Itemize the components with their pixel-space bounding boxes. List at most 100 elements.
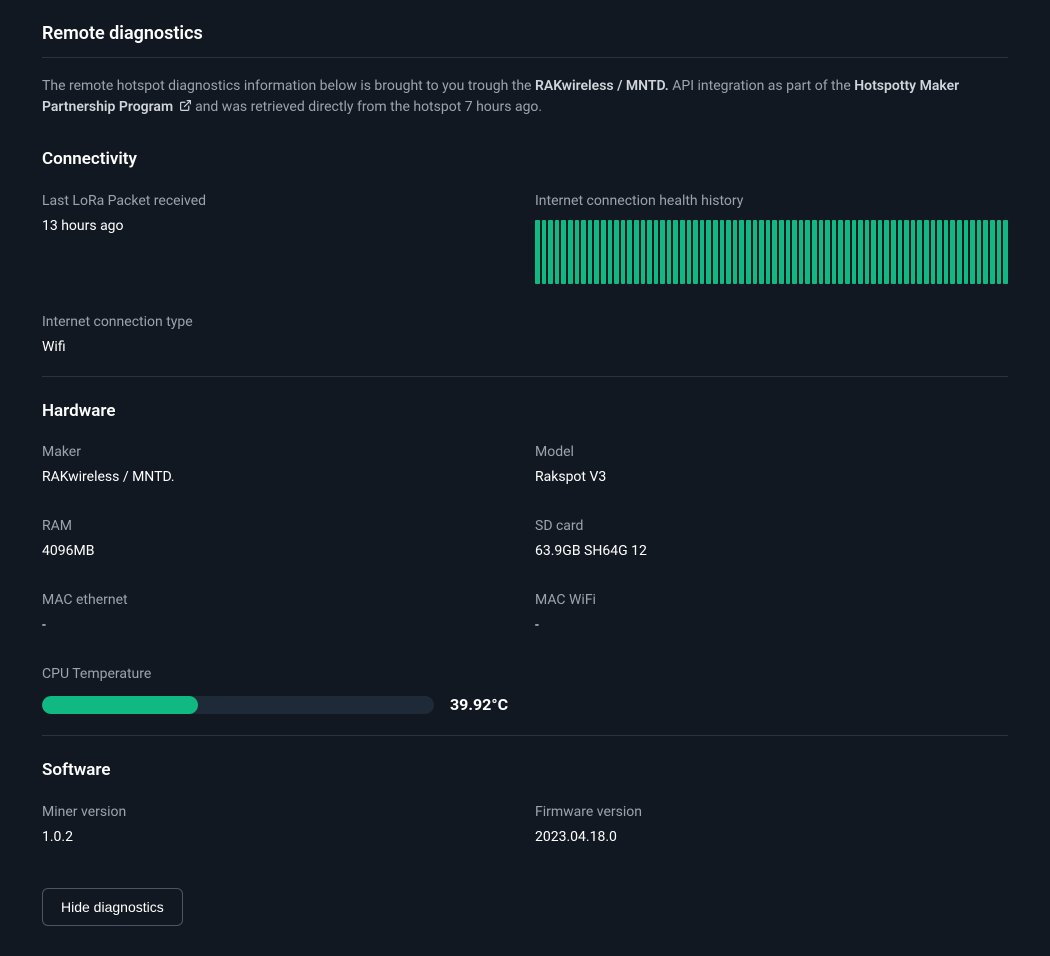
maker-value: RAKwireless / MNTD. — [42, 467, 515, 488]
intro-text: The remote hotspot diagnostics informati… — [42, 76, 1008, 119]
divider — [42, 376, 1008, 377]
health-bar — [931, 220, 936, 284]
health-bar — [950, 220, 955, 284]
health-bar — [542, 220, 547, 284]
firmware-version-field: Firmware version 2023.04.18.0 — [535, 802, 1008, 848]
health-bar — [588, 220, 593, 284]
health-bar — [858, 220, 863, 284]
conn-type-label: Internet connection type — [42, 312, 515, 333]
health-bar — [812, 220, 817, 284]
hardware-title: Hardware — [42, 399, 1008, 425]
mac-ethernet-field: MAC ethernet - — [42, 590, 515, 636]
intro-maker-bold: RAKwireless / MNTD. — [535, 78, 669, 94]
health-bar — [845, 220, 850, 284]
sd-card-value: 63.9GB SH64G 12 — [535, 541, 1008, 562]
conn-type-value: Wifi — [42, 337, 515, 358]
health-bar — [997, 220, 1002, 284]
health-bar — [891, 220, 896, 284]
health-bar — [759, 220, 764, 284]
health-bar — [970, 220, 975, 284]
health-bar — [990, 220, 995, 284]
health-bar — [937, 220, 942, 284]
health-bar — [977, 220, 982, 284]
miner-version-label: Miner version — [42, 802, 515, 823]
health-bar — [720, 220, 725, 284]
last-packet-label: Last LoRa Packet received — [42, 191, 515, 212]
health-bar — [957, 220, 962, 284]
intro-prefix: The remote hotspot diagnostics informati… — [42, 78, 535, 94]
health-bar — [660, 220, 665, 284]
ram-value: 4096MB — [42, 541, 515, 562]
external-link-icon — [179, 98, 192, 119]
cpu-temp-label: CPU Temperature — [42, 664, 1008, 685]
mac-ethernet-label: MAC ethernet — [42, 590, 515, 611]
health-bar — [924, 220, 929, 284]
hide-diagnostics-button[interactable]: Hide diagnostics — [42, 888, 183, 926]
mac-wifi-value: - — [535, 615, 1008, 636]
health-bar — [548, 220, 553, 284]
hardware-grid: Maker RAKwireless / MNTD. Model Rakspot … — [42, 442, 1008, 717]
ram-field: RAM 4096MB — [42, 516, 515, 562]
firmware-version-label: Firmware version — [535, 802, 1008, 823]
health-bar — [944, 220, 949, 284]
health-history-field: Internet connection health history — [535, 191, 1008, 284]
health-bar — [805, 220, 810, 284]
firmware-version-value: 2023.04.18.0 — [535, 827, 1008, 848]
health-bar — [654, 220, 659, 284]
health-bar — [911, 220, 916, 284]
health-bar — [608, 220, 613, 284]
cpu-temp-progress-fill — [42, 696, 198, 714]
intro-suffix: and was retrieved directly from the hots… — [195, 99, 542, 115]
health-bar — [713, 220, 718, 284]
health-bar — [733, 220, 738, 284]
last-packet-field: Last LoRa Packet received 13 hours ago — [42, 191, 515, 284]
health-bar — [766, 220, 771, 284]
health-bar — [1003, 220, 1008, 284]
health-bar — [561, 220, 566, 284]
health-bar — [772, 220, 777, 284]
health-bar — [601, 220, 606, 284]
health-bar — [581, 220, 586, 284]
health-bar — [898, 220, 903, 284]
health-bar — [964, 220, 969, 284]
health-bar — [832, 220, 837, 284]
health-bar — [799, 220, 804, 284]
health-bar — [753, 220, 758, 284]
maker-field: Maker RAKwireless / MNTD. — [42, 442, 515, 488]
health-bar — [792, 220, 797, 284]
sd-card-label: SD card — [535, 516, 1008, 537]
health-bar — [904, 220, 909, 284]
health-bar — [917, 220, 922, 284]
software-title: Software — [42, 758, 1008, 784]
cpu-temp-value: 39.92°C — [450, 693, 508, 717]
divider — [42, 735, 1008, 736]
cpu-temp-progress-track — [42, 696, 434, 714]
maker-label: Maker — [42, 442, 515, 463]
page-title: Remote diagnostics — [42, 20, 1008, 47]
health-bar — [568, 220, 573, 284]
health-bar — [739, 220, 744, 284]
miner-version-field: Miner version 1.0.2 — [42, 802, 515, 848]
health-bar — [871, 220, 876, 284]
health-bar — [838, 220, 843, 284]
software-grid: Miner version 1.0.2 Firmware version 202… — [42, 802, 1008, 848]
connectivity-grid: Last LoRa Packet received 13 hours ago I… — [42, 191, 1008, 358]
health-bar — [594, 220, 599, 284]
health-bar — [575, 220, 580, 284]
conn-type-field: Internet connection type Wifi — [42, 312, 515, 358]
health-history-chart — [535, 220, 1008, 284]
mac-ethernet-value: - — [42, 615, 515, 636]
health-bar — [641, 220, 646, 284]
health-bar — [673, 220, 678, 284]
health-history-label: Internet connection health history — [535, 191, 1008, 212]
health-bar — [634, 220, 639, 284]
last-packet-value: 13 hours ago — [42, 216, 515, 237]
health-bar — [878, 220, 883, 284]
health-bar — [779, 220, 784, 284]
ram-label: RAM — [42, 516, 515, 537]
health-bar — [983, 220, 988, 284]
health-bar — [700, 220, 705, 284]
model-value: Rakspot V3 — [535, 467, 1008, 488]
health-bar — [667, 220, 672, 284]
cpu-temp-field: CPU Temperature 39.92°C — [42, 664, 1008, 717]
